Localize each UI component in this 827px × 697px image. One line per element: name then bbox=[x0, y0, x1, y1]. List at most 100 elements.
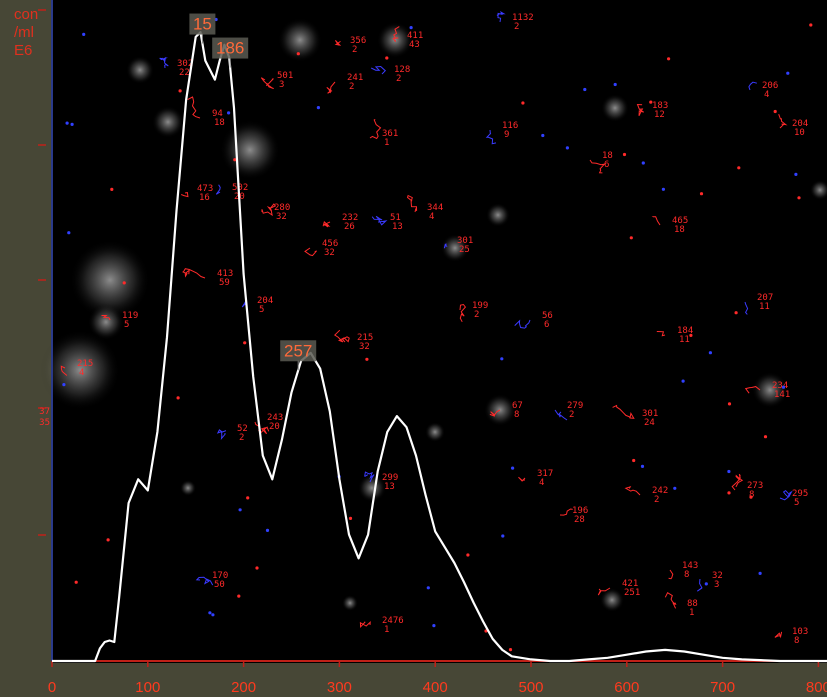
particle-glow bbox=[441, 234, 469, 262]
track-label: 16 bbox=[199, 193, 210, 203]
particle-glow bbox=[126, 56, 154, 84]
track-label: 32 bbox=[712, 571, 723, 581]
track-label: 2476 bbox=[382, 616, 404, 626]
particle-track bbox=[215, 184, 221, 195]
track-label: 2 bbox=[349, 82, 354, 92]
particle-track bbox=[664, 591, 677, 609]
particle-dot bbox=[809, 23, 813, 27]
track-label: 273 bbox=[747, 481, 763, 491]
particle-track bbox=[159, 57, 169, 69]
particle-dot bbox=[749, 495, 753, 499]
particle-glow bbox=[810, 180, 827, 200]
x-tick-label: 100 bbox=[135, 679, 160, 696]
particle-track bbox=[334, 40, 342, 46]
particle-track bbox=[371, 215, 388, 226]
track-label: 344 bbox=[427, 203, 443, 213]
particle-track bbox=[304, 247, 317, 257]
track-label: 184 bbox=[677, 326, 693, 336]
track-label: 24 bbox=[644, 418, 655, 428]
particle-dot bbox=[632, 458, 636, 463]
particle-dot bbox=[699, 192, 704, 196]
particle-track bbox=[101, 315, 111, 321]
track-label: 6 bbox=[544, 320, 549, 330]
track-label: 361 bbox=[382, 129, 398, 139]
particle-track bbox=[589, 159, 606, 174]
track-label: 9 bbox=[504, 130, 509, 140]
track-label: 32 bbox=[359, 342, 370, 352]
particle-dot bbox=[583, 87, 587, 92]
particle-dot bbox=[296, 52, 300, 56]
track-label: 215 bbox=[357, 333, 373, 343]
particle-dot bbox=[734, 311, 738, 315]
particle-track bbox=[597, 587, 611, 596]
particle-dot bbox=[661, 187, 666, 191]
track-label: 2 bbox=[239, 433, 244, 443]
track-label: 13 bbox=[392, 222, 403, 232]
particle-dot bbox=[704, 582, 708, 586]
track-label: 18 bbox=[214, 118, 225, 128]
track-label: 3 bbox=[279, 80, 284, 90]
track-label: 1132 bbox=[512, 13, 534, 23]
particle-dot bbox=[237, 594, 241, 598]
particle-track bbox=[514, 319, 531, 329]
particle-dot bbox=[211, 613, 215, 617]
particle-glow bbox=[425, 422, 445, 442]
track-label: 59 bbox=[219, 278, 230, 288]
particle-dot bbox=[629, 236, 633, 240]
track-label: 143 bbox=[682, 561, 698, 571]
particle-track bbox=[731, 473, 744, 491]
particle-track bbox=[181, 192, 189, 198]
particle-track bbox=[559, 508, 573, 516]
particle-dot bbox=[385, 56, 389, 60]
particle-track bbox=[624, 486, 641, 496]
track-label: 301 bbox=[642, 409, 658, 419]
track-label: 411 bbox=[407, 31, 423, 41]
peak-label-box bbox=[189, 13, 216, 35]
track-label: 116 bbox=[502, 121, 518, 131]
particle-dot bbox=[62, 383, 66, 387]
track-label: 1 bbox=[384, 138, 389, 148]
particle-track bbox=[774, 631, 783, 639]
track-label: 299 bbox=[382, 473, 398, 483]
track-label: 280 bbox=[274, 203, 290, 213]
track-label: 141 bbox=[774, 390, 790, 400]
peak-label: 257 bbox=[284, 341, 312, 360]
track-label: 8 bbox=[749, 490, 754, 500]
particle-track bbox=[554, 409, 568, 421]
track-label: 2 bbox=[352, 45, 357, 55]
track-label: 43 bbox=[409, 40, 420, 50]
particle-dot bbox=[243, 341, 247, 345]
track-label: 465 bbox=[672, 216, 688, 226]
particle-track bbox=[697, 579, 703, 592]
particle-track bbox=[518, 476, 526, 482]
track-label: 28 bbox=[574, 515, 585, 525]
particle-track bbox=[364, 471, 375, 483]
track-label: 295 bbox=[792, 489, 808, 499]
track-label: 502 bbox=[232, 183, 248, 193]
particle-glow bbox=[40, 330, 120, 410]
track-label: 279 bbox=[567, 401, 583, 411]
track-label: 206 bbox=[762, 81, 778, 91]
particle-dot bbox=[565, 146, 570, 150]
track-label: 421 bbox=[622, 579, 638, 589]
particle-dot bbox=[178, 89, 182, 93]
track-label: 1 bbox=[689, 608, 694, 618]
plot-area bbox=[52, 0, 827, 663]
particle-dot bbox=[763, 435, 768, 439]
track-label: 302 bbox=[177, 59, 193, 69]
particle-dot bbox=[500, 357, 504, 361]
track-label: 32 bbox=[324, 248, 335, 258]
track-label: 196 bbox=[572, 506, 588, 516]
track-label: 215 bbox=[77, 359, 93, 369]
particle-dot bbox=[727, 469, 731, 474]
particle-dot bbox=[622, 152, 627, 157]
x-tick-label: 200 bbox=[231, 679, 256, 696]
particle-dot bbox=[82, 32, 86, 37]
particle-track bbox=[392, 26, 400, 42]
particle-dot bbox=[673, 486, 677, 490]
peak-label: 15 bbox=[193, 15, 212, 34]
distribution-curve bbox=[52, 31, 827, 663]
particle-dot bbox=[737, 166, 741, 170]
particle-track bbox=[744, 301, 749, 315]
